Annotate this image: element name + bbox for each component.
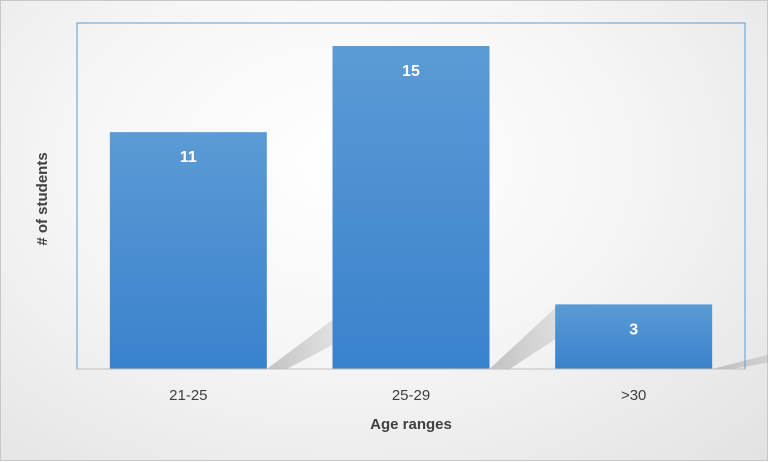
bar-value-label: 3 (629, 321, 638, 338)
x-tick-label: 21-25 (169, 387, 207, 404)
x-tick-labels: 21-25 25-29 >30 (169, 387, 646, 404)
y-axis-title: # of students (34, 152, 51, 245)
bar (109, 132, 267, 369)
bar (332, 46, 490, 369)
bars: 11 15 3 (109, 46, 713, 369)
bar (555, 304, 713, 369)
bar-shadow (712, 354, 768, 369)
x-axis-title: Age ranges (370, 416, 452, 433)
x-tick-label: >30 (621, 387, 646, 404)
bar-value-label: 11 (180, 149, 197, 166)
bar-value-label: 15 (402, 63, 420, 80)
x-tick-label: 25-29 (392, 387, 430, 404)
